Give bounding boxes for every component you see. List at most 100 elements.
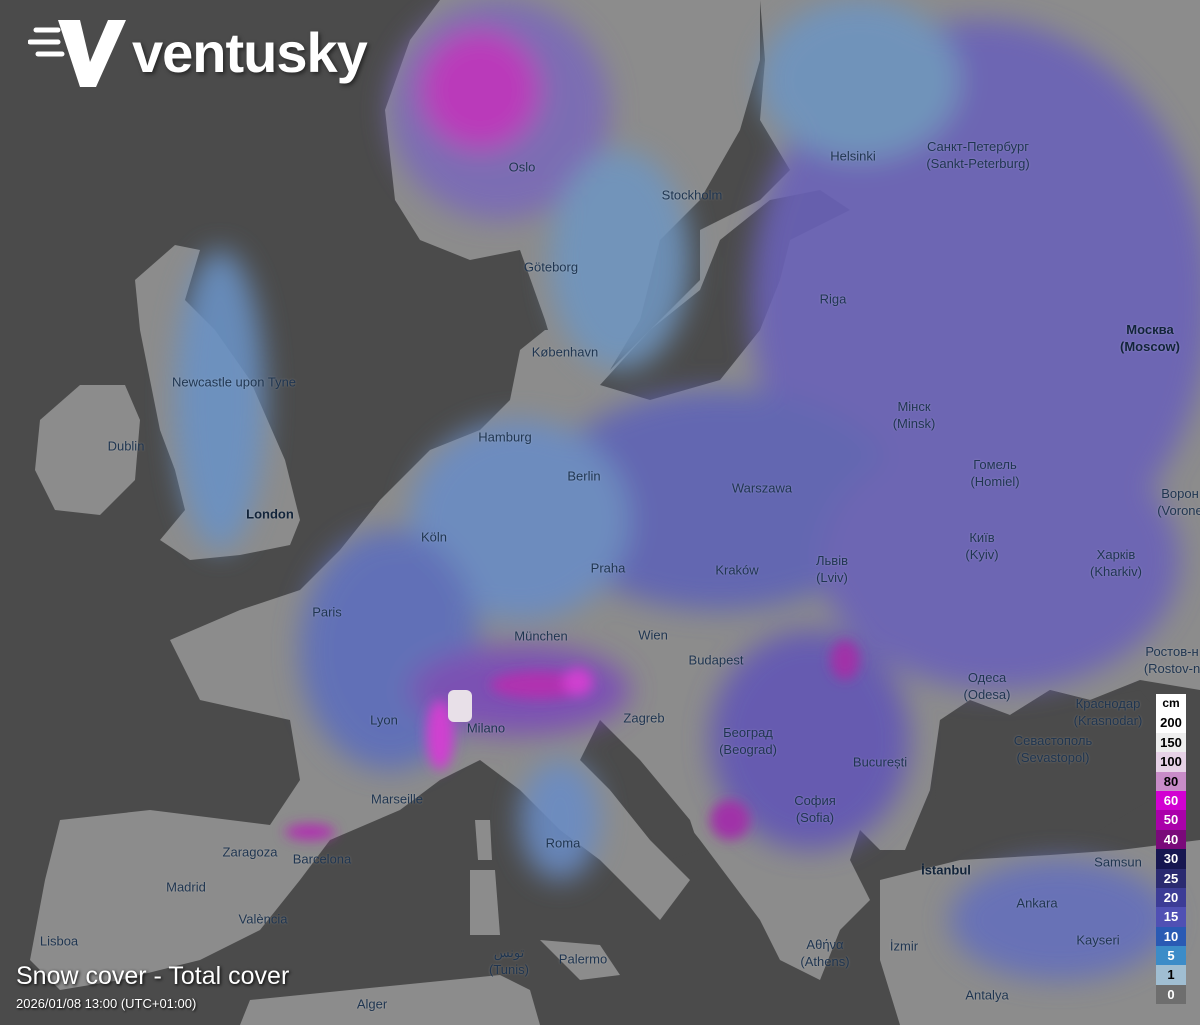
city-name: Milano bbox=[466, 720, 506, 736]
legend-step: 5 bbox=[1156, 946, 1186, 966]
city-label[interactable]: Мінск (Minsk) bbox=[893, 398, 936, 432]
city-label[interactable]: Краснодар (Krasnodar) bbox=[1074, 695, 1143, 729]
legend-step: 0 bbox=[1156, 984, 1186, 1005]
city-name: Palermo bbox=[558, 951, 608, 967]
city-name: Lisboa bbox=[39, 933, 79, 949]
city-alt-name: (Minsk) bbox=[892, 416, 936, 431]
city-label[interactable]: València bbox=[239, 911, 288, 928]
city-alt-name: (Krasnodar) bbox=[1073, 713, 1143, 728]
city-name: Helsinki bbox=[830, 148, 876, 164]
city-alt-name: (Tunis) bbox=[489, 962, 529, 977]
city-label[interactable]: Palermo bbox=[559, 951, 607, 968]
city-name: Hamburg bbox=[478, 429, 532, 445]
city-name: Göteborg bbox=[523, 259, 579, 275]
city-name: Barcelona bbox=[292, 851, 352, 867]
city-name: Київ bbox=[969, 530, 995, 545]
city-name: Riga bbox=[819, 291, 847, 307]
city-name: Alger bbox=[356, 996, 388, 1012]
city-label[interactable]: London bbox=[246, 506, 294, 523]
city-label[interactable]: Alger bbox=[357, 996, 387, 1013]
city-label[interactable]: Oslo bbox=[509, 159, 536, 176]
ventusky-v-icon bbox=[28, 20, 126, 87]
city-label[interactable]: София (Sofia) bbox=[794, 792, 836, 826]
city-label[interactable]: București bbox=[853, 754, 907, 771]
city-label[interactable]: Zagreb bbox=[623, 710, 664, 727]
city-label[interactable]: København bbox=[532, 344, 599, 361]
city-label[interactable]: Milano bbox=[467, 720, 505, 737]
layer-datetime[interactable]: 2026/01/08 13:00 (UTC+01:00) bbox=[16, 996, 197, 1011]
snow-legend[interactable]: cm 200 150 100 80 60 50 40 30 25 20 15 10 5 1 0 bbox=[1156, 694, 1186, 1005]
city-label[interactable]: Αθήνα (Athens) bbox=[800, 936, 849, 970]
city-label[interactable]: Ankara bbox=[1016, 895, 1057, 912]
city-name: Ankara bbox=[1016, 895, 1058, 911]
city-label[interactable]: İstanbul bbox=[921, 862, 971, 879]
city-label[interactable]: Dublin bbox=[108, 438, 145, 455]
city-label[interactable]: Praha bbox=[591, 560, 626, 577]
city-label[interactable]: Roma bbox=[546, 835, 581, 852]
city-name: Краснодар bbox=[1075, 696, 1141, 711]
city-label[interactable]: تونس (Tunis) bbox=[489, 944, 529, 978]
city-name: Одеса bbox=[967, 670, 1007, 685]
city-label[interactable]: Riga bbox=[820, 291, 847, 308]
city-label[interactable]: Харків (Kharkiv) bbox=[1090, 546, 1142, 580]
city-alt-name: (Odesa) bbox=[963, 687, 1011, 702]
city-label[interactable]: Севастополь (Sevastopol) bbox=[1014, 732, 1093, 766]
city-label[interactable]: Berlin bbox=[567, 468, 600, 485]
city-name: Москва bbox=[1126, 322, 1174, 337]
city-alt-name: (Vorone bbox=[1157, 503, 1200, 518]
city-name: Zagreb bbox=[623, 710, 665, 726]
city-label[interactable]: Львів (Lviv) bbox=[816, 552, 848, 586]
city-label[interactable]: Zaragoza bbox=[223, 844, 278, 861]
city-label[interactable]: Lyon bbox=[370, 712, 398, 729]
city-label[interactable]: Ворон (Vorone bbox=[1157, 485, 1200, 519]
city-label[interactable]: Barcelona bbox=[293, 851, 352, 868]
city-label[interactable]: Hamburg bbox=[478, 429, 531, 446]
city-name: Севастополь bbox=[1013, 733, 1093, 748]
city-label[interactable]: Kraków bbox=[715, 562, 758, 579]
city-alt-name: (Sankt-Peterburg) bbox=[926, 156, 1030, 171]
city-label[interactable]: Antalya bbox=[965, 987, 1008, 1004]
city-label[interactable]: Newcastle upon Tyne bbox=[172, 374, 296, 391]
city-label[interactable]: İzmir bbox=[890, 938, 918, 955]
city-label[interactable]: Одеса (Odesa) bbox=[964, 669, 1011, 703]
city-label[interactable]: Madrid bbox=[166, 879, 206, 896]
city-label[interactable]: Гомель (Homiel) bbox=[970, 456, 1019, 490]
city-label[interactable]: Wien bbox=[638, 627, 668, 644]
glacier-area bbox=[448, 690, 472, 722]
city-label[interactable]: Köln bbox=[421, 529, 447, 546]
legend-step: 30 bbox=[1156, 849, 1186, 869]
city-label[interactable]: Göteborg bbox=[524, 259, 578, 276]
city-label[interactable]: Samsun bbox=[1094, 854, 1142, 871]
city-label[interactable]: Санкт-Петербург (Sankt-Peterburg) bbox=[926, 138, 1029, 172]
legend-step: 200 bbox=[1156, 713, 1186, 733]
city-label[interactable]: Budapest bbox=[689, 652, 744, 669]
city-alt-name: (Athens) bbox=[800, 954, 850, 969]
city-label[interactable]: München bbox=[514, 628, 567, 645]
city-label[interactable]: Київ (Kyiv) bbox=[965, 529, 998, 563]
city-label[interactable]: Stockholm bbox=[662, 187, 723, 204]
city-label[interactable]: Ростов-н (Rostov-n bbox=[1144, 643, 1200, 677]
city-alt-name: (Sofia) bbox=[795, 810, 835, 825]
city-label[interactable]: Београд (Beograd) bbox=[719, 724, 777, 758]
city-name: Samsun bbox=[1094, 854, 1142, 870]
city-label[interactable]: Lisboa bbox=[40, 933, 78, 950]
legend-step: 80 bbox=[1156, 771, 1186, 791]
city-name: Marseille bbox=[370, 791, 424, 807]
city-label[interactable]: Helsinki bbox=[830, 148, 876, 165]
city-name: Madrid bbox=[166, 879, 206, 895]
city-label[interactable]: Москва (Moscow) bbox=[1120, 321, 1180, 355]
legend-step: 20 bbox=[1156, 887, 1186, 908]
layer-title: Snow cover - Total cover bbox=[16, 962, 290, 990]
city-label[interactable]: Kayseri bbox=[1076, 932, 1119, 949]
city-alt-name: (Kharkiv) bbox=[1089, 564, 1143, 579]
city-label[interactable]: Warszawa bbox=[732, 480, 792, 497]
city-name: Dublin bbox=[107, 438, 145, 454]
city-name: Budapest bbox=[688, 652, 744, 668]
city-name: Београд bbox=[723, 725, 773, 740]
ventusky-logo[interactable]: ventusky bbox=[28, 12, 368, 92]
city-name: Paris bbox=[312, 604, 342, 620]
city-label[interactable]: Marseille bbox=[371, 791, 423, 808]
legend-step: 15 bbox=[1156, 907, 1186, 927]
city-label[interactable]: Paris bbox=[312, 604, 342, 621]
